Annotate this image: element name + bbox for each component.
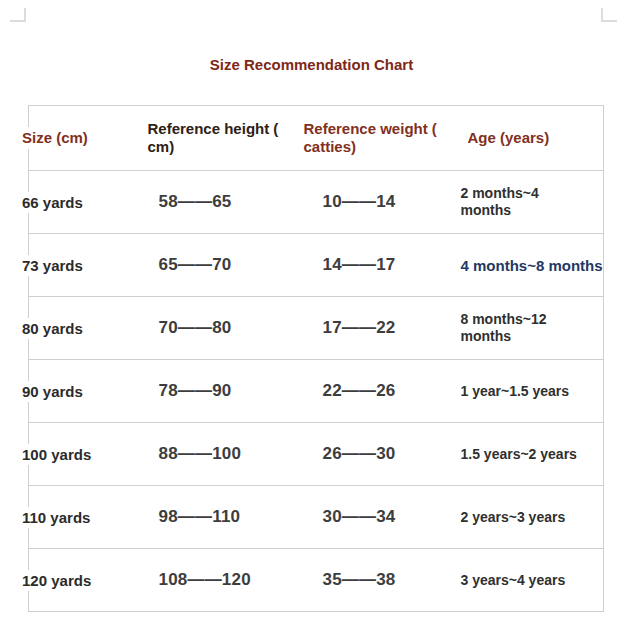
weight-range-cell: 30——34 <box>286 486 441 549</box>
size-cell: 110 yards <box>29 486 141 549</box>
age-cell: 1.5 years~2 years <box>441 423 604 486</box>
height-range-cell: 70——80 <box>141 297 286 360</box>
table-header-row: Size (cm) Reference height ( cm) Referen… <box>29 106 604 171</box>
corner-bracket-icon <box>10 8 26 22</box>
weight-range-cell: 17——22 <box>286 297 441 360</box>
height-range-cell: 65——70 <box>141 234 286 297</box>
size-cell-label: 66 yards <box>22 192 86 213</box>
size-cell-label: 80 yards <box>22 318 86 339</box>
age-cell-highlighted: 4 months~8 months <box>441 234 604 297</box>
column-header-size: Size (cm) <box>29 106 141 171</box>
height-range-cell: 108——120 <box>141 549 286 612</box>
size-cell-label: 90 yards <box>22 381 86 402</box>
size-cell: 90 yards <box>29 360 141 423</box>
page-title: Size Recommendation Chart <box>0 56 623 73</box>
age-cell: 2 months~4 months <box>441 171 604 234</box>
table-row: 120 yards 108——120 35——38 3 years~4 year… <box>29 549 604 612</box>
height-range-cell: 58——65 <box>141 171 286 234</box>
weight-range-cell: 10——14 <box>286 171 441 234</box>
corner-bracket-icon <box>601 8 617 22</box>
column-header-weight: Reference weight ( catties) <box>286 106 441 171</box>
table-row: 66 yards 58——65 10——14 2 months~4 months <box>29 171 604 234</box>
table-row: 90 yards 78——90 22——26 1 year~1.5 years <box>29 360 604 423</box>
weight-range-cell: 14——17 <box>286 234 441 297</box>
weight-range-cell: 22——26 <box>286 360 441 423</box>
size-cell: 73 yards <box>29 234 141 297</box>
age-cell: 3 years~4 years <box>441 549 604 612</box>
size-cell: 120 yards <box>29 549 141 612</box>
height-range-cell: 88——100 <box>141 423 286 486</box>
column-header-size-label: Size (cm) <box>22 127 91 149</box>
table-row: 73 yards 65——70 14——17 4 months~8 months <box>29 234 604 297</box>
size-cell-label: 100 yards <box>22 444 94 465</box>
size-cell-label: 110 yards <box>22 507 93 528</box>
table-row: 100 yards 88——100 26——30 1.5 years~2 yea… <box>29 423 604 486</box>
size-cell: 80 yards <box>29 297 141 360</box>
size-cell: 100 yards <box>29 423 141 486</box>
table-row: 110 yards 98——110 30——34 2 years~3 years <box>29 486 604 549</box>
weight-range-cell: 35——38 <box>286 549 441 612</box>
column-header-age: Age (years) <box>441 106 604 171</box>
age-cell: 1 year~1.5 years <box>441 360 604 423</box>
weight-range-cell: 26——30 <box>286 423 441 486</box>
size-cell-label: 73 yards <box>22 255 86 276</box>
size-cell: 66 yards <box>29 171 141 234</box>
size-chart-table: Size (cm) Reference height ( cm) Referen… <box>28 105 604 612</box>
table-row: 80 yards 70——80 17——22 8 months~12 month… <box>29 297 604 360</box>
size-cell-label: 120 yards <box>22 570 94 591</box>
age-cell: 8 months~12 months <box>441 297 604 360</box>
column-header-height: Reference height ( cm) <box>141 106 286 171</box>
age-cell: 2 years~3 years <box>441 486 604 549</box>
height-range-cell: 98——110 <box>141 486 286 549</box>
height-range-cell: 78——90 <box>141 360 286 423</box>
